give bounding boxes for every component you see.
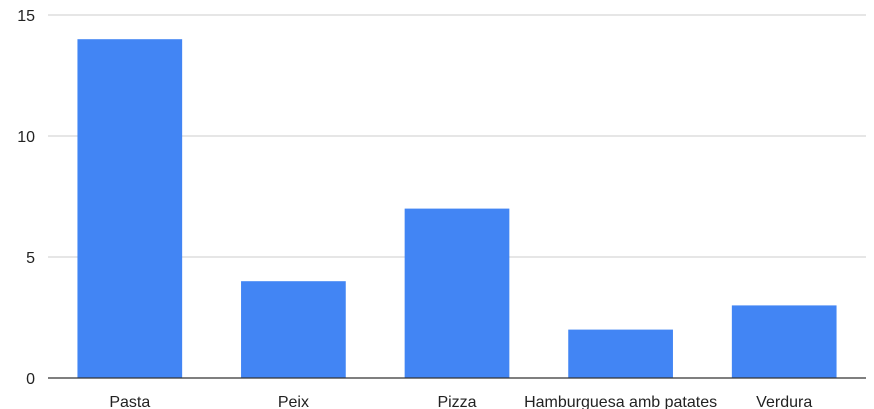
y-tick-label-15: 15 (17, 8, 35, 25)
x-tick-label-pasta: Pasta (109, 394, 150, 409)
y-tick-label-0: 0 (26, 371, 35, 388)
labels: 0 5 10 15 Pasta Peix Pizza Hamburguesa amb pata… (17, 8, 812, 409)
y-tick-label-10: 10 (17, 129, 35, 146)
bar-pizza (404, 208, 510, 378)
x-tick-label-hamburguesa-amb-patates: Hamburguesa amb patates (524, 394, 717, 409)
bar-hamburguesa-amb-patates (568, 329, 673, 378)
x-tick-label-verdura: Verdura (756, 394, 812, 409)
bar-pasta (77, 39, 183, 378)
bar-verdura (731, 305, 837, 378)
x-tick-label-peix: Peix (278, 394, 309, 409)
bars (77, 39, 837, 378)
x-tick-label-pizza: Pizza (437, 394, 476, 409)
bar-peix (241, 281, 346, 378)
y-tick-label-5: 5 (26, 250, 35, 267)
